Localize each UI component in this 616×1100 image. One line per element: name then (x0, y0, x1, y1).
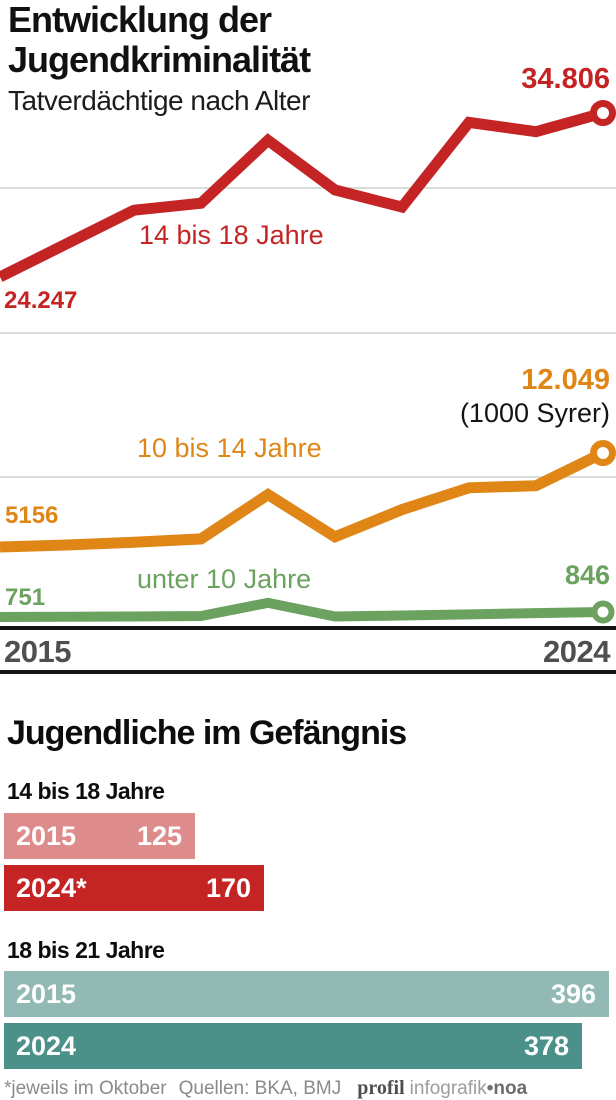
line-series-2 (0, 597, 604, 622)
series-label-unter-10: unter 10 Jahre (137, 564, 312, 594)
bar-group-label-18-21: 18 bis 21 Jahre (7, 937, 165, 963)
bar-2024-14-18: 2024* 170 (4, 865, 264, 911)
bar-2015-18-21: 2015 396 (4, 971, 609, 1017)
section-title-prison: Jugendliche im Gefängnis (7, 714, 407, 752)
bar-value-label: 170 (205, 873, 251, 903)
endpoint-marker-icon (590, 440, 616, 466)
series-label-10-14: 10 bis 14 Jahre (137, 433, 322, 463)
page-title-line2: Jugendkriminalität (8, 39, 311, 80)
bar-value-label: 378 (523, 1031, 569, 1061)
footer-credits: *jeweils im Oktober Quellen: BKA, BMJ prof… (4, 1077, 527, 1100)
bar-value-label: 396 (550, 979, 596, 1009)
credit-infografik: infografik (409, 1078, 487, 1099)
page-subtitle: Tatverdächtige nach Alter (8, 85, 310, 116)
line-series-1 (0, 448, 606, 553)
sources: Quellen: BKA, BMJ (178, 1078, 342, 1099)
value-label-unter-10-2015: 751 (5, 584, 46, 611)
bar-year-label: 2015 (16, 821, 77, 851)
x-axis-label-2024: 2024 (543, 634, 610, 669)
x-axis-label-2015: 2015 (4, 634, 71, 669)
bar-2024-18-21: 2024 378 (4, 1023, 582, 1069)
bar-year-label: 2015 (16, 979, 77, 1009)
bar-group-label-14-18: 14 bis 18 Jahre (7, 778, 165, 804)
value-label-14-18-2015: 24.247 (4, 287, 78, 314)
credit-noa: •noa (486, 1078, 528, 1099)
x-axis-line-top (0, 626, 616, 630)
x-axis-line-bottom (0, 670, 616, 674)
bar-2015-14-18: 2015 125 (4, 813, 195, 859)
endpoint-marker-icon (590, 100, 616, 126)
value-label-14-18-2024: 34.806 (521, 63, 610, 95)
bar-year-label: 2024 (16, 1031, 77, 1061)
bar-year-label: 2024* (16, 873, 87, 903)
endpoint-marker-icon (591, 600, 615, 624)
footnote: *jeweils im Oktober (4, 1078, 167, 1099)
value-label-unter-10-2024: 846 (564, 560, 610, 590)
value-label-10-14-2024: 12.049 (521, 364, 610, 396)
series-label-14-18: 14 bis 18 Jahre (139, 220, 324, 250)
brand-logo-profil: profil (357, 1077, 405, 1099)
page-title-line1: Entwicklung der (8, 0, 272, 40)
annotation-1000-syrer: (1000 Syrer) (459, 398, 610, 428)
line-series-0 (0, 107, 605, 282)
value-label-10-14-2015: 5156 (5, 502, 59, 529)
bar-value-label: 125 (136, 821, 182, 851)
